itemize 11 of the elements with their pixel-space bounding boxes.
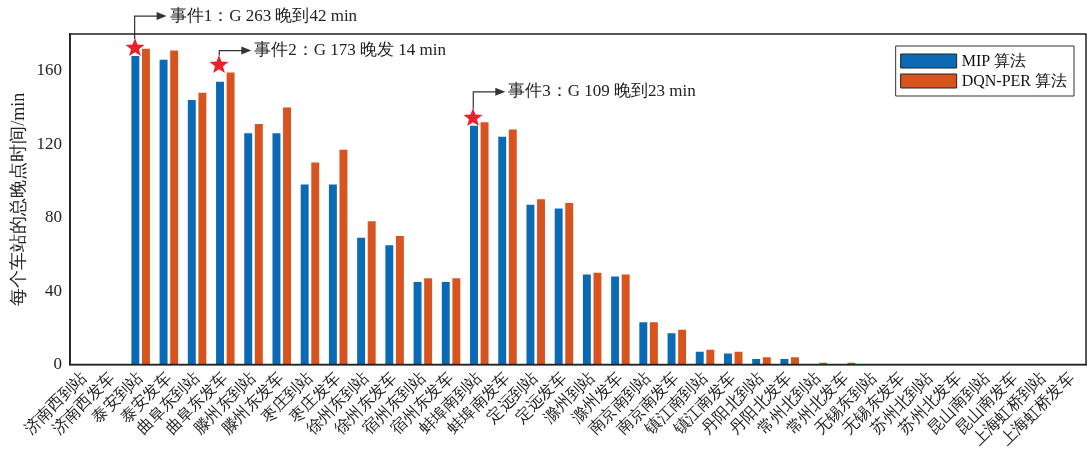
y-tick-label: 120 — [36, 133, 63, 153]
y-tick-label: 0 — [53, 354, 63, 374]
y-tick-label: 80 — [45, 207, 63, 227]
annotation: 事件2：G 173 晚发 14 min — [254, 40, 447, 60]
y-tick-label: 40 — [45, 280, 63, 300]
annotation: 事件1：G 263 晚到42 min — [169, 5, 358, 25]
legend-label: DQN-PER 算法 — [961, 72, 1068, 90]
annotation: 事件3：G 109 晚到23 min — [508, 81, 697, 101]
y-axis-title: 每个车站的总晚点时间/min — [7, 92, 28, 306]
legend-label: MIP 算法 — [961, 52, 1026, 70]
y-tick-label: 160 — [36, 60, 63, 80]
